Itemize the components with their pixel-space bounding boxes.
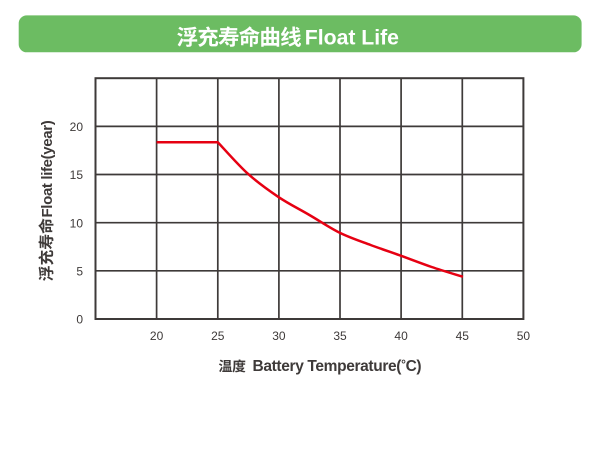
svg-text:20: 20 <box>150 329 164 343</box>
svg-text:25: 25 <box>211 329 225 343</box>
svg-text:0: 0 <box>76 313 83 327</box>
svg-text:30: 30 <box>272 329 286 343</box>
svg-text:15: 15 <box>70 168 84 182</box>
svg-text:40: 40 <box>394 329 408 343</box>
svg-text:35: 35 <box>333 329 347 343</box>
svg-text:50: 50 <box>517 329 531 343</box>
svg-text:Float Life: Float Life <box>305 27 399 50</box>
svg-text:20: 20 <box>70 120 84 134</box>
svg-text:10: 10 <box>70 216 84 230</box>
svg-text:Float life(year): Float life(year) <box>39 120 56 217</box>
svg-text:5: 5 <box>76 265 83 279</box>
svg-text:Battery Temperature(°C): Battery Temperature(°C) <box>253 357 422 375</box>
svg-text:45: 45 <box>456 329 470 343</box>
